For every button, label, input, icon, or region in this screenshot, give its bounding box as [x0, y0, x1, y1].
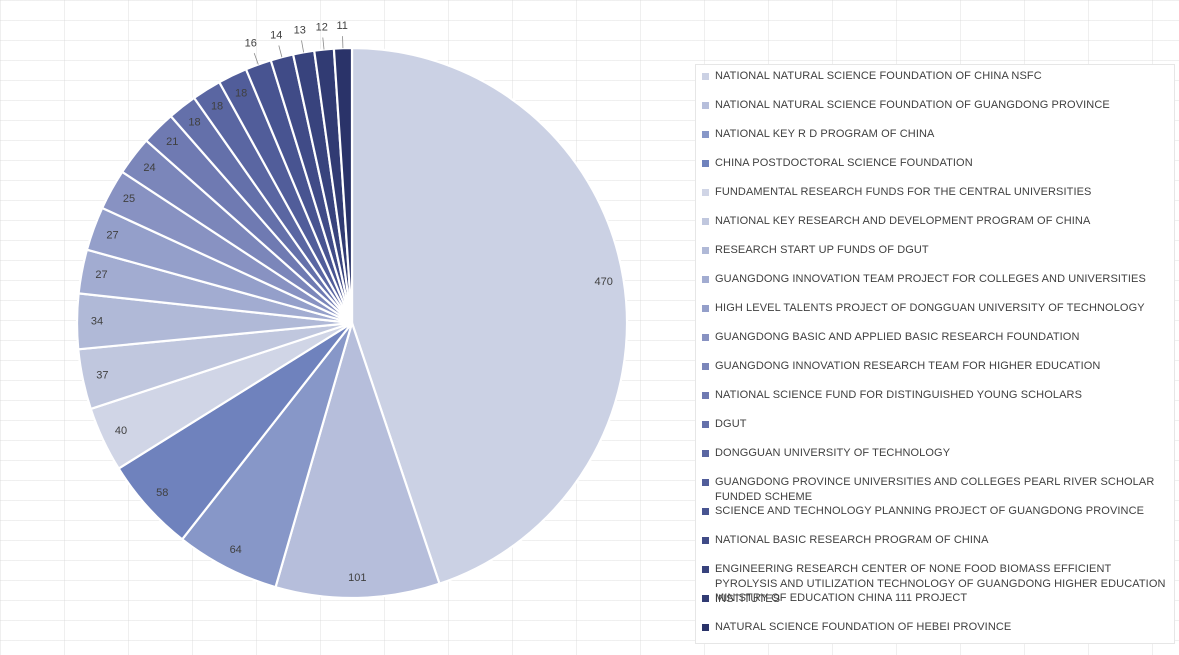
legend-item: NATIONAL KEY RESEARCH AND DEVELOPMENT PR…: [702, 214, 1168, 229]
legend-label: RESEARCH START UP FUNDS OF DGUT: [715, 244, 929, 256]
data-label: 14: [270, 30, 282, 42]
legend-label: SCIENCE AND TECHNOLOGY PLANNING PROJECT …: [715, 505, 1145, 517]
data-label: 21: [166, 136, 178, 148]
data-label: 18: [211, 101, 223, 113]
data-label: 27: [106, 229, 118, 241]
legend-swatch: [702, 189, 709, 196]
leader-line: [301, 40, 305, 53]
legend-item: SCIENCE AND TECHNOLOGY PLANNING PROJECT …: [702, 504, 1168, 519]
legend-item: NATURAL SCIENCE FOUNDATION OF HEBEI PROV…: [702, 620, 1168, 635]
data-label: 37: [96, 369, 108, 381]
legend-label: NATIONAL KEY RESEARCH AND DEVELOPMENT PR…: [715, 215, 1091, 227]
legend-swatch: [702, 595, 709, 602]
pie-slice: [350, 46, 629, 586]
data-label: 18: [188, 116, 200, 128]
legend-item: GUANGDONG INNOVATION TEAM PROJECT FOR CO…: [702, 272, 1168, 287]
legend-swatch: [702, 421, 709, 428]
legend-label: GUANGDONG INNOVATION TEAM PROJECT FOR CO…: [715, 273, 1146, 285]
data-label: 27: [95, 269, 107, 281]
legend-label: GUANGDONG INNOVATION RESEARCH TEAM FOR H…: [715, 360, 1101, 372]
data-label: 101: [348, 572, 366, 584]
legend-item: NATIONAL NATURAL SCIENCE FOUNDATION OF C…: [702, 69, 1168, 84]
legend-label: NATURAL SCIENCE FOUNDATION OF HEBEI PROV…: [715, 621, 1012, 633]
data-label: 470: [594, 276, 612, 288]
data-label: 24: [143, 162, 155, 174]
legend-label: NATIONAL NATURAL SCIENCE FOUNDATION OF G…: [715, 99, 1110, 111]
legend-item: NATIONAL BASIC RESEARCH PROGRAM OF CHINA: [702, 533, 1168, 548]
legend-item: GUANGDONG INNOVATION RESEARCH TEAM FOR H…: [702, 359, 1168, 374]
legend-swatch: [702, 102, 709, 109]
legend-swatch: [702, 363, 709, 370]
data-label: 25: [123, 193, 135, 205]
legend-label: FUNDAMENTAL RESEARCH FUNDS FOR THE CENTR…: [715, 186, 1092, 198]
legend-label: MINISTRY OF EDUCATION CHINA 111 PROJECT: [715, 592, 968, 604]
legend-swatch: [702, 160, 709, 167]
legend-swatch: [702, 450, 709, 457]
leader-line: [278, 45, 283, 58]
legend-swatch: [702, 73, 709, 80]
data-label: 40: [115, 425, 127, 437]
pie-chart: 470 101 64 58 40 37 34 27 27 25 24 21 18 18 18 16 14 13 12…: [75, 20, 629, 600]
pie-slice: [274, 319, 441, 600]
legend-swatch: [702, 392, 709, 399]
legend: NATIONAL NATURAL SCIENCE FOUNDATION OF C…: [695, 64, 1175, 644]
legend-swatch: [702, 305, 709, 312]
legend-swatch: [702, 624, 709, 631]
data-label: 16: [245, 38, 257, 50]
data-label: 12: [316, 21, 328, 33]
legend-label: NATIONAL SCIENCE FUND FOR DISTINGUISHED …: [715, 389, 1083, 401]
legend-item: GUANGDONG BASIC AND APPLIED BASIC RESEAR…: [702, 330, 1168, 345]
legend-label: DONGGUAN UNIVERSITY OF TECHNOLOGY: [715, 447, 951, 459]
legend-item: MINISTRY OF EDUCATION CHINA 111 PROJECT: [702, 591, 1168, 606]
legend-item: ENGINEERING RESEARCH CENTER OF NONE FOOD…: [702, 562, 1168, 607]
leader-line: [253, 53, 259, 65]
legend-item: NATIONAL NATURAL SCIENCE FOUNDATION OF G…: [702, 98, 1168, 113]
legend-item: DONGGUAN UNIVERSITY OF TECHNOLOGY: [702, 446, 1168, 461]
legend-item: GUANGDONG PROVINCE UNIVERSITIES AND COLL…: [702, 475, 1168, 505]
legend-swatch: [702, 247, 709, 254]
legend-label: NATIONAL KEY R D PROGRAM OF CHINA: [715, 128, 935, 140]
legend-swatch: [702, 276, 709, 283]
legend-item: HIGH LEVEL TALENTS PROJECT OF DONGGUAN U…: [702, 301, 1168, 316]
legend-label: CHINA POSTDOCTORAL SCIENCE FOUNDATION: [715, 157, 973, 169]
data-label: 11: [336, 20, 347, 32]
legend-swatch: [702, 479, 709, 486]
data-label: 13: [294, 25, 306, 37]
data-label: 34: [91, 315, 103, 327]
legend-label: NATIONAL BASIC RESEARCH PROGRAM OF CHINA: [715, 534, 989, 546]
legend-swatch: [702, 508, 709, 515]
legend-swatch: [702, 537, 709, 544]
legend-item: RESEARCH START UP FUNDS OF DGUT: [702, 243, 1168, 258]
legend-item: DGUT: [702, 417, 1168, 432]
legend-label: GUANGDONG PROVINCE UNIVERSITIES AND COLL…: [715, 476, 1155, 503]
legend-item: CHINA POSTDOCTORAL SCIENCE FOUNDATION: [702, 156, 1168, 171]
legend-swatch: [702, 566, 709, 573]
legend-item: FUNDAMENTAL RESEARCH FUNDS FOR THE CENTR…: [702, 185, 1168, 200]
legend-label: GUANGDONG BASIC AND APPLIED BASIC RESEAR…: [715, 331, 1080, 343]
legend-label: HIGH LEVEL TALENTS PROJECT OF DONGGUAN U…: [715, 302, 1145, 314]
legend-label: ENGINEERING RESEARCH CENTER OF NONE FOOD…: [715, 563, 1166, 605]
data-label: 18: [235, 87, 247, 99]
legend-label: NATIONAL NATURAL SCIENCE FOUNDATION OF C…: [715, 70, 1042, 82]
legend-label: DGUT: [715, 418, 747, 430]
legend-swatch: [702, 218, 709, 225]
legend-swatch: [702, 334, 709, 341]
data-label: 58: [156, 487, 168, 499]
data-label: 64: [230, 544, 242, 556]
legend-item: NATIONAL SCIENCE FUND FOR DISTINGUISHED …: [702, 388, 1168, 403]
leader-line: [322, 37, 325, 50]
legend-item: NATIONAL KEY R D PROGRAM OF CHINA: [702, 127, 1168, 142]
legend-swatch: [702, 131, 709, 138]
